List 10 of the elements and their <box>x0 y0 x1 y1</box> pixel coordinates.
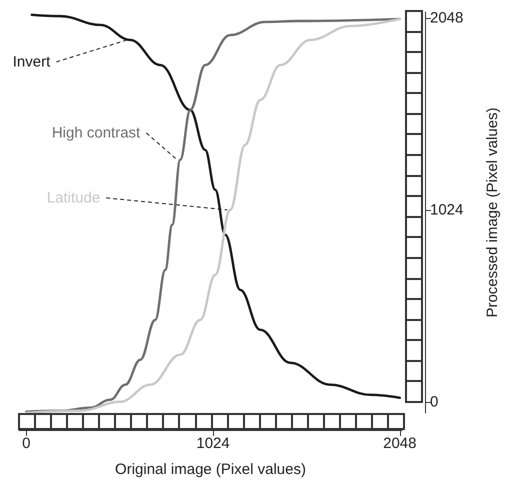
x-tick-label: 2048 <box>383 435 416 452</box>
y-tick-label: 0 <box>430 393 438 410</box>
x-axis-title: Original image (Pixel values) <box>115 461 306 478</box>
y-tick-label: 1024 <box>430 201 464 218</box>
x-tick-label: 0 <box>22 435 30 452</box>
y-axis-title: Processed image (Pixel values) <box>484 107 501 318</box>
y-tick-label: 2048 <box>430 9 464 26</box>
text: Invert <box>12 53 52 70</box>
x-tick-label: 1024 <box>196 435 230 452</box>
text: High contrast <box>52 124 142 142</box>
